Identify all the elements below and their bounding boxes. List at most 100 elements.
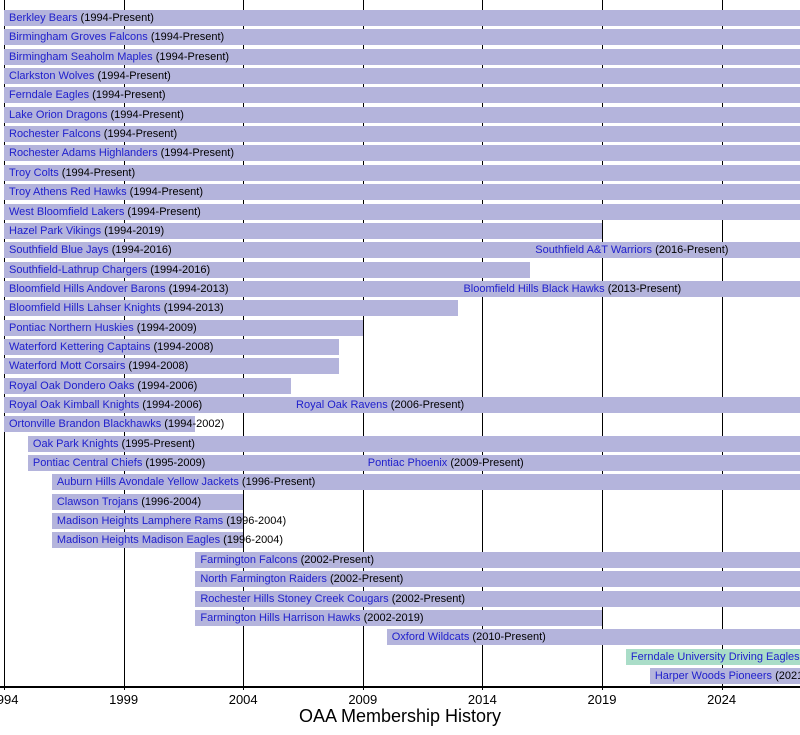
timeline-bar [195,571,800,588]
timeline-bar [4,300,459,317]
membership-years: (1996-2004) [138,495,202,508]
bar-label: Madison Heights Madison Eagles (1996-200… [52,532,283,548]
team-link[interactable]: Berkley Bears [9,12,78,24]
team-link[interactable]: Birmingham Groves Falcons [9,31,148,44]
membership-years: (1994-Present) [100,128,178,141]
membership-years: (1995-Present) [118,437,195,450]
timeline-bar [51,532,244,549]
membership-years: (2006-Present) [387,399,465,411]
team-link[interactable]: Farmington Hills Harrison Hawks [200,611,361,624]
bar-label: Berkley Bears (1994-Present) [4,10,154,26]
membership-years: (2009-Present) [447,457,524,470]
team-link[interactable]: Southfield-Lathrup Chargers [9,263,148,276]
team-link[interactable]: Royal Oak Kimball Knights [9,399,140,411]
membership-years: (2010-Present) [469,631,546,644]
timeline-bar [4,29,800,46]
team-link[interactable]: Bloomfield Hills Andover Barons [9,282,166,295]
membership-years: (1994-2009) [133,321,197,334]
team-link[interactable]: Harper Woods Pioneers [654,669,773,682]
team-link[interactable]: Troy Athens Red Hawks [9,186,127,199]
team-link[interactable]: Waterford Kettering Captains [9,340,151,353]
team-link[interactable]: Rochester Adams Highlanders [9,147,158,160]
timeline-bar [362,455,800,472]
team-link[interactable]: Pontiac Phoenix [367,457,448,470]
membership-years: (2002-2019) [360,611,424,624]
team-link[interactable]: Oak Park Knights [32,437,119,450]
team-link[interactable]: Rochester Falcons [9,128,101,141]
bar-label: Southfield A&T Warriors (2016-Present) [530,242,728,258]
timeline-bar [4,280,459,297]
team-link[interactable]: West Bloomfield Lakers [9,205,125,218]
bar-label: Ferndale Eagles (1994-Present) [4,87,166,103]
bar-label: Rochester Falcons (1994-Present) [4,126,177,142]
axis-tick-label-2009: 2009 [348,692,378,707]
axis-tick-label-2024: 2024 [707,692,737,707]
timeline-bar [4,126,800,143]
timeline-bar [4,164,800,181]
team-link[interactable]: Madison Heights Lamphere Rams [56,515,224,528]
team-link[interactable]: Auburn Hills Avondale Yellow Jackets [56,476,239,489]
team-link[interactable]: Farmington Falcons [200,553,298,566]
bar-label: Lake Orion Dragons (1994-Present) [4,107,184,123]
bar-label: Farmington Hills Harrison Hawks (2002-20… [195,610,423,626]
team-link[interactable]: Pontiac Central Chiefs [32,457,143,470]
membership-years: (1996-2004) [220,534,284,547]
bar-label: Clawson Trojans (1996-2004) [52,494,201,510]
timeline-bar [195,551,800,568]
membership-years: (2002-Present) [326,573,404,586]
team-link[interactable]: Bloomfield Hills Black Hawks [463,282,605,295]
bar-label: Birmingham Seaholm Maples (1994-Present) [4,49,229,65]
team-link[interactable]: North Farmington Raiders [200,573,327,586]
membership-years: (1994-2008) [150,340,214,353]
membership-years: (1996-2004) [223,515,287,528]
team-link[interactable]: Bloomfield Hills Lahser Knights [9,302,161,315]
gridline-2019 [602,0,603,690]
team-link[interactable]: Southfield Blue Jays [9,244,109,257]
team-link[interactable]: Rochester Hills Stoney Creek Cougars [200,592,389,605]
bar-label: Oak Park Knights (1995-Present) [28,436,195,452]
timeline-bar [4,358,339,375]
axis-tick-label-1999: 1999 [109,692,139,707]
bar-label: West Bloomfield Lakers (1994-Present) [4,204,201,220]
timeline-bar [4,145,800,162]
axis-tick-label-1994: 1994 [0,692,19,707]
membership-years: (1994-2008) [125,360,189,373]
bar-label: Clarkston Wolves (1994-Present) [4,68,171,84]
team-link[interactable]: Ortonville Brandon Blackhawks [9,418,162,431]
team-link[interactable]: Troy Colts [9,166,59,179]
timeline-bar [386,629,800,646]
membership-years: (2002-Present) [297,553,375,566]
bar-label: Southfield Blue Jays (1994-2016) [4,242,172,258]
team-link[interactable]: Ferndale Eagles [9,89,90,102]
gridline-2024 [721,0,723,690]
team-link[interactable]: Hazel Park Vikings [9,224,102,237]
team-link[interactable]: Lake Orion Dragons [9,108,108,121]
timeline-bar [51,513,244,530]
team-link[interactable]: Waterford Mott Corsairs [9,360,126,373]
team-link[interactable]: Birmingham Seaholm Maples [9,50,153,63]
membership-years: (1994-Present) [77,12,154,24]
team-link[interactable]: Madison Heights Madison Eagles [56,534,221,547]
team-link[interactable]: Ferndale University Driving Eagles [630,650,800,663]
bar-label: Oxford Wildcats (2010-Present) [387,629,546,645]
team-link[interactable]: Clawson Trojans [56,495,139,508]
team-link[interactable]: Pontiac Northern Huskies [9,321,134,334]
timeline-bar [4,106,800,123]
membership-years: (1996-Present) [238,476,316,489]
membership-years: (1994-Present) [126,186,204,199]
bar-label: Ferndale University Driving Eagles (2020… [626,649,800,665]
team-link[interactable]: Oxford Wildcats [391,631,470,644]
team-link[interactable]: Royal Oak Ravens [296,399,388,411]
team-link[interactable]: Clarkston Wolves [9,70,95,83]
timeline-bar [4,203,800,220]
team-link[interactable]: Southfield A&T Warriors [535,244,653,257]
bar-label: Ortonville Brandon Blackhawks (1994-2002… [4,416,224,432]
timeline-bar [291,397,800,413]
bar-label: Southfield-Lathrup Chargers (1994-2016) [4,262,210,278]
axis-tick-label-2014: 2014 [467,692,497,707]
timeline-bar [4,222,602,239]
bar-label: Troy Athens Red Hawks (1994-Present) [4,184,203,200]
team-link[interactable]: Royal Oak Dondero Oaks [9,379,135,392]
bar-label: Rochester Hills Stoney Creek Cougars (20… [195,591,465,607]
